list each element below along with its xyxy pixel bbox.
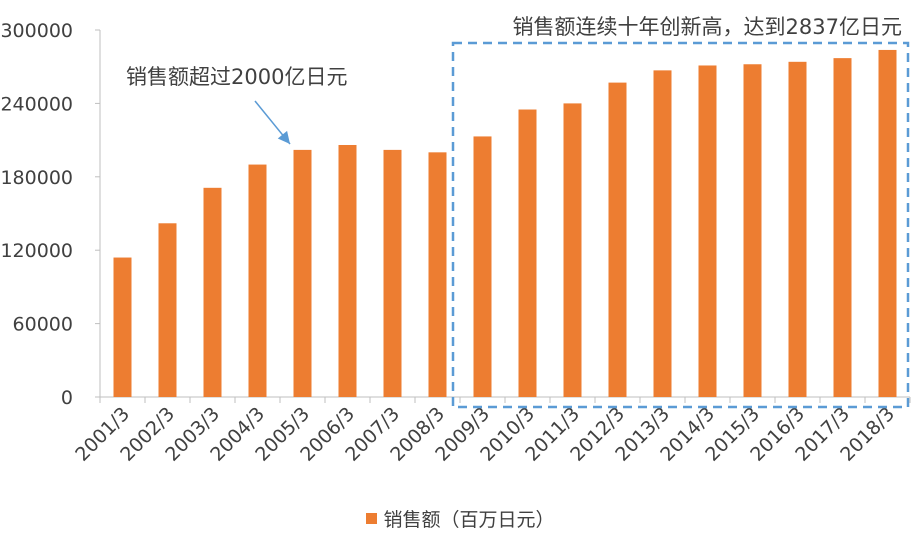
- bar: [473, 136, 492, 397]
- bar: [788, 61, 807, 397]
- bar: [608, 82, 627, 397]
- legend-label: 销售额（百万日元）: [383, 509, 555, 531]
- y-tick-label: 0: [61, 387, 73, 409]
- bar: [878, 49, 897, 397]
- bar: [653, 70, 672, 398]
- bar: [203, 187, 222, 397]
- bar: [698, 65, 717, 397]
- y-tick-label: 240000: [0, 93, 73, 115]
- bar: [338, 144, 357, 397]
- bar: [383, 149, 402, 397]
- highlight-box: [451, 41, 910, 409]
- y-tick-label: 60000: [13, 314, 73, 336]
- box-annotation: 销售额连续十年创新高，达到2837亿日元: [513, 15, 902, 39]
- bar: [743, 64, 762, 398]
- bar: [518, 109, 537, 398]
- bar: [113, 257, 132, 397]
- legend: 销售额（百万日元）: [0, 505, 921, 532]
- bar: [428, 152, 447, 397]
- arrow-annotation: 销售额超过2000亿日元: [126, 65, 347, 89]
- bar: [833, 58, 852, 398]
- y-tick-label: 300000: [0, 20, 73, 42]
- bar: [158, 223, 177, 397]
- chart-plot: 0600001200001800002400003000002001/32002…: [0, 15, 911, 466]
- legend-swatch: [366, 513, 378, 524]
- y-tick-label: 180000: [0, 167, 73, 189]
- bar: [248, 164, 267, 397]
- bar: [293, 149, 312, 397]
- y-tick-label: 120000: [0, 240, 73, 262]
- bar: [563, 103, 582, 398]
- annotation-arrow-head: [277, 130, 290, 144]
